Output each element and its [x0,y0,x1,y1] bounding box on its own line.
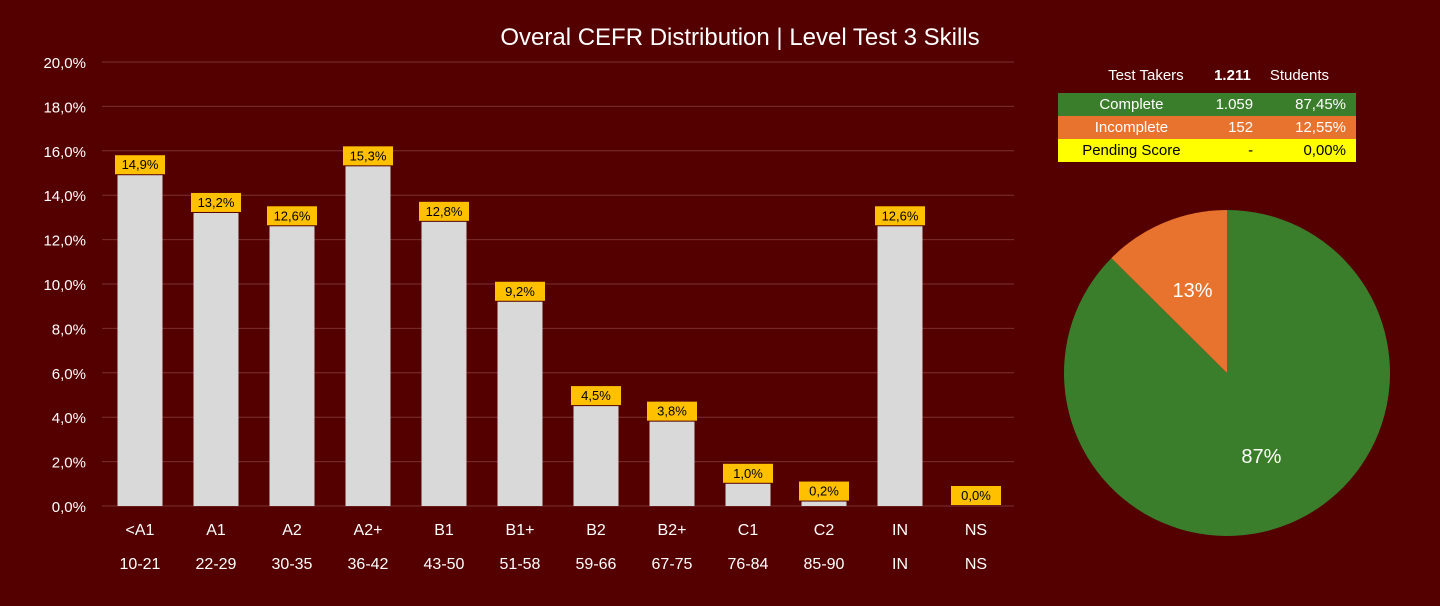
data-label: 4,5% [581,388,611,403]
data-label-box [951,486,1001,505]
summary-row-count: - [1248,142,1254,159]
pie-slice-label: 13% [1173,280,1213,302]
summary-row-pct: 87,45% [1295,96,1346,113]
summary-header-label: Test Takers [1108,66,1184,84]
data-label: 13,2% [198,195,235,210]
y-tick-label: 4,0% [52,410,86,427]
data-label-box [343,146,393,166]
x-tick-label: <A1 [126,522,155,539]
data-label: 14,9% [122,157,159,172]
data-label: 0,0% [961,488,991,503]
y-tick-label: 2,0% [52,455,86,472]
x-range-label: 59-66 [576,556,617,573]
x-tick-label: A2 [282,522,302,539]
summary-row-pending: Pending Score - 0,00% [1058,139,1356,162]
bar [573,406,619,506]
data-label: 9,2% [505,284,535,299]
data-label-box [495,281,545,301]
data-label: 3,8% [657,404,687,419]
bar [421,221,467,506]
bar [649,421,695,506]
summary-row-pct: 12,55% [1295,119,1346,136]
bar [877,226,923,506]
bar [193,212,239,506]
data-label: 12,6% [882,208,919,223]
data-label-box [723,463,773,483]
y-tick-label: 0,0% [52,499,86,516]
summary-header-unit: Students [1269,66,1330,84]
summary-row-label: Complete [1099,96,1164,113]
summary-row-pct: 0,00% [1303,142,1346,159]
data-label-box [267,206,317,226]
x-tick-label: IN [892,522,908,539]
x-tick-label: NS [965,522,987,539]
summary-header-value: 1.211 [1214,66,1251,84]
data-label: 1,0% [733,466,763,481]
data-label: 12,8% [426,204,463,219]
y-tick-label: 6,0% [52,366,86,383]
y-tick-label: 16,0% [43,144,86,161]
data-label-box [115,155,165,175]
bar [497,301,543,506]
y-tick-label: 8,0% [52,321,86,338]
data-label: 15,3% [350,148,387,163]
data-label: 0,2% [809,484,839,499]
x-range-label: IN [892,556,908,573]
summary-row-complete: Complete 1.059 87,45% [1058,93,1356,116]
y-tick-label: 18,0% [43,99,86,116]
summary-row-count: 152 [1228,119,1254,136]
data-label-box [571,386,621,406]
y-tick-label: 12,0% [43,233,86,250]
bar [117,175,163,506]
chart-title: Overal CEFR Distribution | Level Test 3 … [500,24,980,51]
test-takers-summary: Test Takers 1.211 Students Complete 1.05… [1058,62,1356,162]
x-tick-label: B1 [434,522,454,539]
x-range-label: 76-84 [728,556,769,573]
pie-slice-label: 87% [1241,446,1281,468]
x-range-label: NS [965,556,987,573]
x-tick-label: C2 [814,522,835,539]
x-range-label: 67-75 [652,556,693,573]
x-tick-label: C1 [738,522,759,539]
summary-header-row: Test Takers 1.211 Students [1058,62,1356,88]
summary-row-incomplete: Incomplete 152 12,55% [1058,116,1356,139]
y-tick-label: 20,0% [43,55,86,72]
data-label: 12,6% [274,208,311,223]
x-tick-label: B2+ [658,522,687,539]
bar [345,166,391,506]
x-range-label: 22-29 [196,556,237,573]
x-tick-label: A2+ [354,522,383,539]
summary-row-label: Incomplete [1094,119,1169,136]
data-label-box [191,192,241,212]
bar [269,226,315,506]
bar-chart: 0,0% 2,0% 4,0% 6,0% 8,0% 10,0% 12,0% 14,0% 16,0%… [43,55,1014,573]
x-tick-label: B2 [586,522,606,539]
bar [725,483,771,506]
x-tick-label: B1+ [506,522,535,539]
x-range-label: 36-42 [348,556,389,573]
data-label-box [647,401,697,421]
x-range-label: 85-90 [804,556,845,573]
pie-chart: 87% 13% [1064,210,1390,536]
data-label-box [875,206,925,226]
x-range-label: 30-35 [272,556,313,573]
pie-slice [1111,210,1227,373]
y-tick-label: 10,0% [43,277,86,294]
bar [801,501,847,506]
data-label-box [799,481,849,501]
y-tick-label: 14,0% [43,188,86,205]
x-range-label: 43-50 [424,556,465,573]
summary-row-count: 1.059 [1215,96,1254,113]
summary-row-label: Pending Score [1082,142,1181,159]
x-range-label: 10-21 [120,556,161,573]
data-label-box [419,201,469,221]
x-range-label: 51-58 [500,556,541,573]
x-tick-label: A1 [206,522,226,539]
